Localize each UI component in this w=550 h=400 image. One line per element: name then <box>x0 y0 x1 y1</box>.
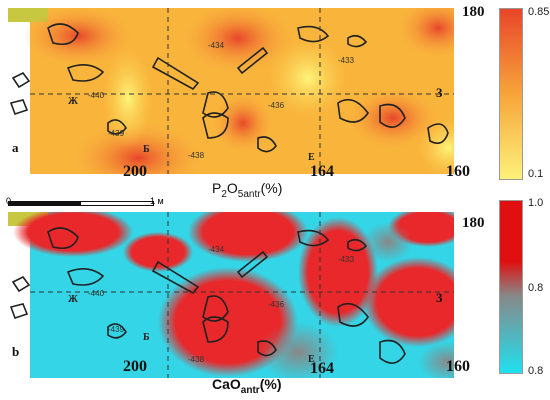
scale-bar: 0 1 м <box>6 196 226 214</box>
svg-text:-434: -434 <box>208 41 225 50</box>
heatmap-a-svg: -440 -439 -434 -433 -436 -438 Ж Б Е <box>8 8 454 174</box>
bottom-number-b-3: 160 <box>446 358 470 375</box>
svg-text:-434: -434 <box>208 245 225 254</box>
hotspot-a-1 <box>23 8 133 66</box>
hotspot-a-6 <box>213 93 273 153</box>
heatmap-b-svg: -440 -439 -434 -433 -436 -438 Ж Б Е <box>8 212 454 378</box>
panel-b-title: CaOantr(%) <box>212 376 282 396</box>
bottom-number-a-3: 160 <box>446 163 470 180</box>
cell-label: Ж <box>68 96 78 107</box>
hotspot-a-4 <box>348 88 438 148</box>
svg-text:-438: -438 <box>188 355 205 364</box>
hotspot-a-3 <box>73 123 203 174</box>
svg-text:-433: -433 <box>338 56 355 65</box>
colorbar-a <box>499 8 523 180</box>
cell-letters-a: Ж Б Е <box>68 96 315 163</box>
stone-outlines-b <box>9 227 406 364</box>
colorbar-b-max: 1.0 <box>528 197 544 209</box>
bottom-number-b-1: 200 <box>123 358 147 375</box>
heatmap-panel-a: -440 -439 -434 -433 -436 -438 Ж Б Е <box>8 8 454 174</box>
row-number-b: 3 <box>436 290 443 305</box>
top-number-a: 180 <box>462 4 485 20</box>
svg-text:-440: -440 <box>88 91 105 100</box>
left-margin-a <box>8 22 30 174</box>
point-labels-b: -440 -439 -434 -433 -436 -438 <box>88 245 355 364</box>
svg-text:-438: -438 <box>188 151 205 160</box>
lowspot-a-3 <box>418 118 454 174</box>
colorbar-b <box>499 200 523 374</box>
cell-letters-b: Ж Б Е <box>68 294 315 365</box>
bottom-number-b-2: 164 <box>310 360 334 377</box>
top-number-b: 180 <box>462 215 485 231</box>
scale-end-label: 1 м <box>150 196 164 206</box>
red-region-b-1 <box>13 212 133 257</box>
panel-letter-b: b <box>10 344 22 360</box>
red-region-b-7 <box>123 232 193 272</box>
colorbar-b-mid: 0.8 <box>528 282 544 294</box>
svg-text:-439: -439 <box>108 325 125 334</box>
colorbar-a-min: 0.1 <box>528 168 544 180</box>
svg-text:-439: -439 <box>108 129 125 138</box>
panel-letter-a: a <box>10 140 21 156</box>
lowspot-a-1 <box>103 48 153 148</box>
red-region-b-5 <box>363 257 454 347</box>
cell-label: Ж <box>68 294 78 305</box>
gray-region-b-2 <box>418 342 454 378</box>
left-margin-b <box>8 226 30 378</box>
svg-text:-436: -436 <box>268 101 285 110</box>
point-labels-a: -440 -439 -434 -433 -436 -438 <box>88 41 355 160</box>
grid-lines-a <box>30 8 454 174</box>
bottom-number-a-2: 164 <box>310 163 334 180</box>
svg-text:-436: -436 <box>268 300 285 309</box>
grid-lines-b <box>30 212 454 378</box>
svg-text:-440: -440 <box>88 289 105 298</box>
cell-label: Б <box>143 332 150 343</box>
svg-text:-433: -433 <box>338 255 355 264</box>
bottom-number-a-1: 200 <box>123 163 147 180</box>
cell-label: Е <box>308 152 315 163</box>
cell-label: Б <box>143 144 150 155</box>
stone-outlines-a <box>9 23 449 153</box>
gray-region-b-3 <box>363 222 413 262</box>
colorbar-b-min: 0.8 <box>528 365 544 377</box>
gray-region-b-1 <box>258 322 338 378</box>
scale-white-segment <box>80 201 154 206</box>
colorbar-a-max: 0.85 <box>528 6 550 18</box>
red-region-b-2 <box>188 212 308 262</box>
hotspot-a-2 <box>183 8 293 73</box>
lowspot-a-2 <box>268 38 348 118</box>
row-number-a: 3 <box>436 85 443 100</box>
hotspot-a-5 <box>398 8 454 58</box>
heatmap-panel-b: -440 -439 -434 -433 -436 -438 Ж Б Е <box>8 212 454 378</box>
cell-label: Е <box>308 354 315 365</box>
scale-black-segment <box>8 201 80 206</box>
panel-a-title: P2O5antr(%) <box>212 180 283 200</box>
